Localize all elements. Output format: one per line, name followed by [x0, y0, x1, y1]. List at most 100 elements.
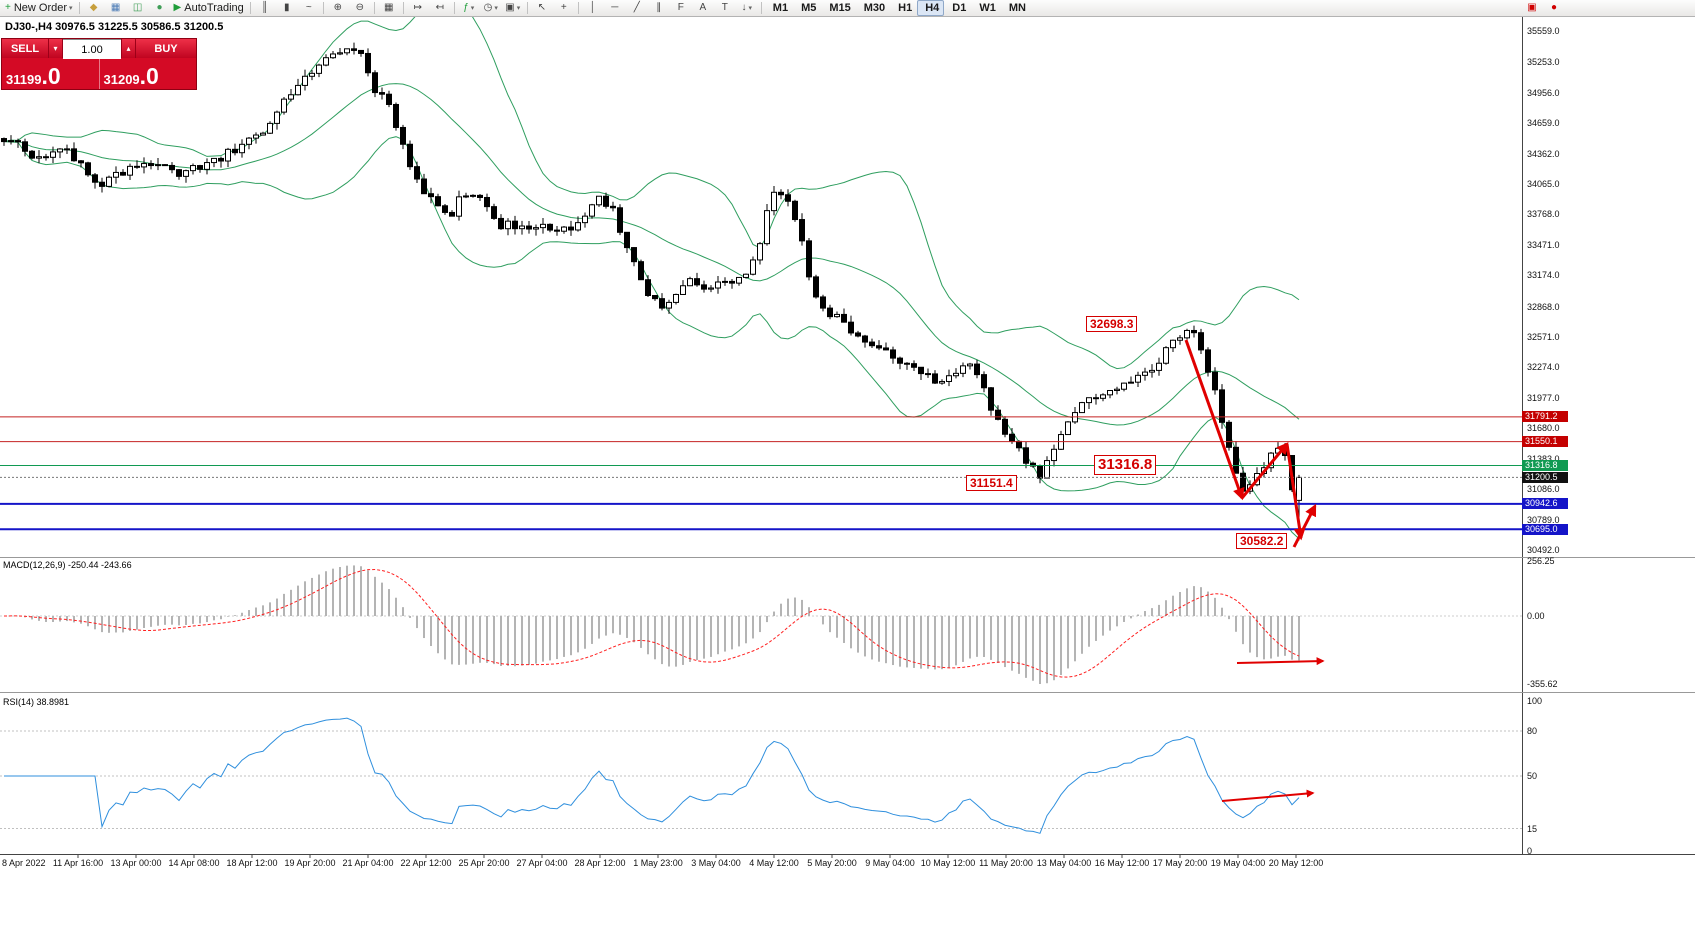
timeframe-d1[interactable]: D1 — [944, 0, 971, 16]
price-axis-label: 32868.0 — [1527, 301, 1560, 312]
zoom-out-icon[interactable]: ⊖ — [349, 0, 371, 17]
fibonacci-icon: F — [677, 2, 684, 13]
tile-windows-icon: ▦ — [384, 2, 394, 13]
volume-increase-button[interactable]: ▴ — [121, 39, 136, 58]
horizontal-line-icon[interactable]: ─ — [604, 0, 626, 17]
notifications-icon: ● — [1550, 2, 1558, 13]
arrows-tool-icon[interactable]: ↓ ▾ — [736, 0, 758, 17]
news-icon[interactable]: ▣ — [1521, 0, 1543, 17]
auto-scroll-icon[interactable]: ↦ — [407, 0, 429, 17]
time-axis-label: 27 Apr 04:00 — [516, 858, 568, 868]
timeframe-h4[interactable]: H4 — [917, 0, 945, 16]
chart-shift-icon[interactable]: ↤ — [429, 0, 451, 17]
data-window-icon[interactable]: ◫ — [127, 0, 149, 17]
tile-windows-icon[interactable]: ▦ — [378, 0, 400, 17]
autotrading-icon: ▶ — [173, 2, 182, 13]
price-annotation-30582.2[interactable]: 30582.2 — [1236, 533, 1288, 550]
price-annotation-31151.4[interactable]: 31151.4 — [966, 475, 1017, 492]
trend-arrow[interactable] — [1240, 442, 1289, 499]
chart-profiles-icon: ▦ — [110, 2, 121, 13]
crosshair-icon[interactable]: + — [553, 0, 575, 17]
time-axis-label: 14 Apr 08:00 — [168, 858, 220, 868]
time-axis-label: 11 May 20:00 — [979, 858, 1033, 868]
buy-button[interactable]: BUY — [136, 39, 196, 58]
chart-ohlc-title: DJ30-,H4 30976.5 31225.5 30586.5 31200.5 — [5, 21, 224, 33]
price-axis-label: 33174.0 — [1527, 270, 1560, 281]
line-chart-icon[interactable]: ~ — [298, 0, 320, 17]
zoom-out-icon: ⊖ — [355, 2, 364, 13]
macd-trend-arrow[interactable] — [1236, 657, 1325, 666]
cursor-icon[interactable]: ↖ — [531, 0, 553, 17]
trendline-icon: ╱ — [633, 2, 640, 13]
timeframe-m30[interactable]: M30 — [856, 0, 890, 16]
macd-axis-label: 256.25 — [1527, 556, 1555, 566]
vertical-line-icon[interactable]: │ — [582, 0, 604, 17]
dropdown-caret-icon: ▾ — [494, 5, 498, 12]
expert-advisors-icon[interactable]: ◆ — [83, 0, 105, 17]
timeframe-w1[interactable]: W1 — [971, 0, 1001, 16]
fibonacci-icon[interactable]: F — [670, 0, 692, 17]
price-tag-31316.8: 31316.8 — [1522, 460, 1568, 472]
one-click-trading-panel: SELL ▾ ▴ BUY 31199.0 31209.0 — [1, 38, 197, 90]
bar-chart-icon[interactable]: ║ — [254, 0, 276, 17]
equidistant-channel-icon[interactable]: ∥ — [648, 0, 670, 17]
notifications-icon[interactable]: ● — [1543, 0, 1565, 17]
trendline-icon[interactable]: ╱ — [626, 0, 648, 17]
templates-icon: ▣ — [505, 2, 515, 13]
vertical-line-icon: │ — [589, 2, 596, 13]
time-axis[interactable]: 8 Apr 2022 11 Apr 16:00 13 Apr 00:00 14 Apr… — [0, 855, 1695, 871]
rsi-axis-label: 80 — [1527, 726, 1538, 736]
time-axis-label: 22 Apr 12:00 — [400, 858, 452, 868]
price-axis-label: 31086.0 — [1527, 484, 1560, 495]
timeframe-m15[interactable]: M15 — [821, 0, 855, 16]
sell-button[interactable]: SELL — [2, 39, 48, 58]
time-axis-label: 21 Apr 04:00 — [342, 858, 394, 868]
chart-profiles-icon[interactable]: ▦ — [105, 0, 127, 17]
periods-button[interactable]: ◷ ▾ — [480, 0, 502, 17]
time-axis-label: 13 May 04:00 — [1036, 858, 1092, 868]
time-axis-label: 5 May 20:00 — [807, 858, 857, 868]
rsi-trend-arrow[interactable] — [1221, 789, 1315, 802]
timeframe-h1[interactable]: H1 — [890, 0, 917, 16]
rsi-indicator-label: RSI(14) 38.8981 — [3, 697, 70, 707]
timeframe-m5[interactable]: M5 — [793, 0, 821, 16]
dropdown-caret-icon: ▾ — [748, 5, 753, 12]
buy-price[interactable]: 31209.0 — [100, 58, 197, 89]
trend-arrow[interactable] — [1184, 339, 1245, 501]
trend-arrow[interactable] — [1285, 443, 1306, 541]
autotrading-button[interactable]: ▶ AutoTrading — [171, 0, 247, 17]
toolbar-separator — [453, 2, 455, 14]
price-tag-31791.2: 31791.2 — [1522, 411, 1568, 423]
text-icon: A — [699, 2, 707, 13]
timeframe-h1-label: H1 — [898, 2, 913, 14]
zoom-in-icon[interactable]: ⊕ — [327, 0, 349, 17]
price-annotation-32698.3[interactable]: 32698.3 — [1086, 316, 1138, 333]
autotrading-button-label: AutoTrading — [184, 2, 244, 14]
macd-histogram — [10, 565, 1300, 684]
price-annotation-31316.8[interactable]: 31316.8 — [1094, 455, 1157, 475]
timeframe-m1[interactable]: M1 — [765, 0, 793, 16]
price-axis[interactable]: 35559.0 35253.0 34956.0 34659.0 34362.0 34065… — [1522, 17, 1695, 856]
trend-arrow[interactable] — [1292, 503, 1317, 548]
chart-shift-icon: ↤ — [435, 2, 444, 13]
new-order-button[interactable]: + New Order ▾ — [2, 0, 76, 17]
text-icon[interactable]: A — [692, 0, 714, 17]
equidistant-channel-icon: ∥ — [656, 2, 662, 13]
indicators-button[interactable]: ƒ ▾ — [458, 0, 480, 17]
timeframe-mn[interactable]: MN — [1001, 0, 1031, 16]
templates-button[interactable]: ▣ ▾ — [502, 0, 524, 17]
time-axis-label: 11 Apr 16:00 — [52, 858, 104, 868]
main-toolbar: + New Order ▾ ◆ ▦ ◫ ● ▶ AutoTrading ║ ▮ ~ ⊕ ⊖ ▦ ↦ ↤ ƒ ▾ ◷ ▾ ▣… — [0, 0, 1695, 17]
timeframe-m30-label: M30 — [863, 2, 886, 14]
sell-price[interactable]: 31199.0 — [2, 58, 100, 89]
volume-input[interactable] — [63, 39, 121, 59]
text-label-icon[interactable]: T — [714, 0, 736, 17]
auto-scroll-icon: ↦ — [413, 2, 422, 13]
time-axis-label: 13 Apr 00:00 — [110, 858, 162, 868]
rsi-line — [4, 717, 1300, 834]
market-watch-icon[interactable]: ● — [149, 0, 171, 17]
market-watch-icon: ● — [156, 2, 163, 13]
volume-decrease-button[interactable]: ▾ — [48, 39, 63, 58]
candlestick-chart-icon[interactable]: ▮ — [276, 0, 298, 17]
